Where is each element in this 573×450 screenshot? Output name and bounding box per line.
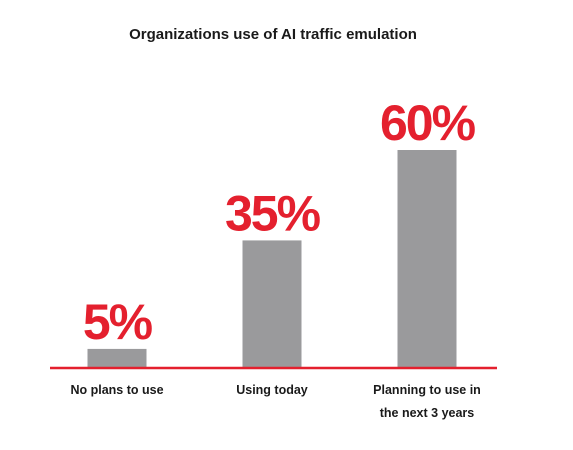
category-labels-layer: No plans to use Using today Planning to us… [70,383,480,420]
bar-1 [87,348,147,367]
bar-3 [397,150,457,367]
value-label-2: 35% [225,185,321,241]
value-labels-layer: 5% 35% 60% [83,95,478,350]
bar-2 [242,240,302,367]
value-label-1: 5% [83,294,153,350]
value-label-3: 60% [380,95,476,151]
category-label-1: No plans to use [70,383,163,397]
bars-layer [87,150,457,367]
category-label-2: Using today [236,383,308,397]
category-label-3-line-1: Planning to use in [373,383,481,397]
category-label-3-line-2: the next 3 years [380,406,475,420]
chart-title: Organizations use of AI traffic emulatio… [129,26,417,43]
